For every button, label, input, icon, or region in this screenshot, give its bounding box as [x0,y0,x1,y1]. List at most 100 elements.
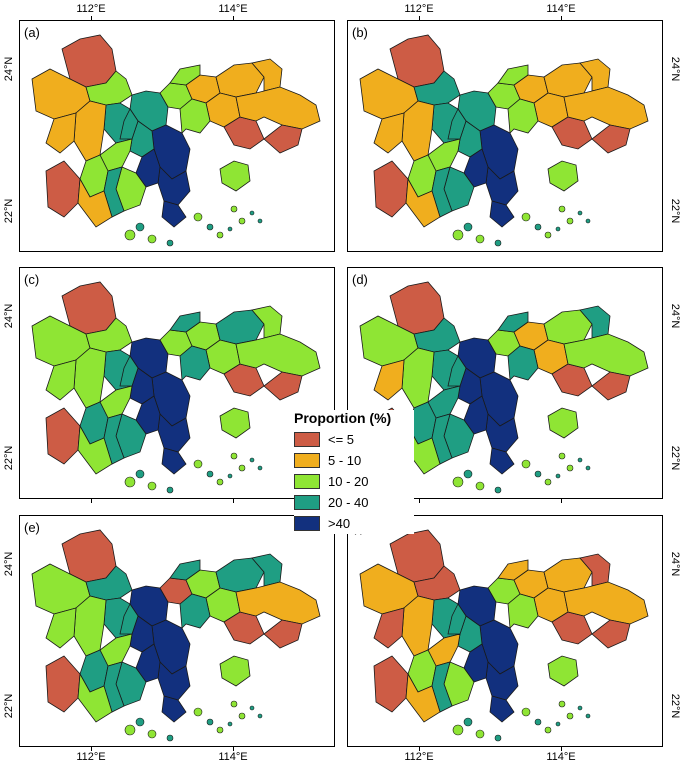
district-region [401,100,435,162]
map-panel: (c) [19,267,335,499]
district-region [179,98,211,134]
legend-swatch [294,453,320,468]
island-shape [206,718,214,726]
district-region [263,371,303,401]
island-shape [227,473,233,479]
island-shape [558,452,566,460]
island-shape [249,210,255,216]
island-shape [566,464,574,472]
island-shape [227,226,233,232]
island-shape [577,705,583,711]
island-shape [555,226,561,232]
legend: Proportion (%) <= 5 5 - 10 10 - 20 20 - … [294,410,414,534]
district-region [547,160,579,192]
island-shape [558,700,566,708]
island-shape [135,717,145,727]
island-shape [521,459,531,469]
island-shape [452,229,464,241]
district-region [179,345,211,381]
district-region [263,619,303,649]
island-shape [475,481,485,491]
legend-item-10-20: 10 - 20 [294,471,414,492]
x-tick-mark [91,499,92,503]
legend-label: >40 [328,516,351,531]
y-tick-label: 22°N [3,693,15,719]
x-tick-mark [419,747,420,751]
island-shape [147,234,157,244]
legend-swatch [294,432,320,447]
island-shape [206,470,214,478]
island-shape [452,724,464,736]
island-shape [230,700,238,708]
district-region [373,160,409,218]
district-region [507,98,539,134]
district-region [119,355,139,387]
x-tick-label: 112°E [76,751,106,763]
district-region [77,672,113,723]
district-region [157,166,191,206]
district-region [405,177,441,228]
district-region [485,166,519,206]
district-region [401,595,435,657]
district-region [77,177,113,228]
island-shape [216,478,224,486]
district-region [591,124,631,154]
island-shape [216,231,224,239]
district-region [373,359,405,401]
island-shape [124,724,136,736]
legend-item-5-10: 5 - 10 [294,450,414,471]
y-tick-label: 24°N [669,303,681,329]
legend-label: 10 - 20 [328,474,369,489]
district-region [161,695,187,723]
island-shape [558,205,566,213]
island-shape [238,712,246,720]
island-shape [494,239,502,247]
island-shape [147,481,157,491]
x-tick-label: 112°E [404,751,434,763]
district-region [169,559,201,581]
district-region [161,200,187,228]
district-region [179,593,211,629]
island-shape [166,734,174,742]
map-svg [31,34,321,247]
district-region [157,661,191,701]
x-tick-mark [561,747,562,751]
x-tick-label: 114°E [218,751,248,763]
district-region [497,311,529,333]
panel-label: (e) [24,520,40,535]
y-tick-label: 22°N [669,445,681,471]
district-region [447,108,467,140]
district-region [169,64,201,86]
district-region [219,407,251,439]
island-shape [534,718,542,726]
island-shape [585,465,591,471]
map-panel: (f) [347,515,663,747]
island-shape [544,478,552,486]
x-tick-mark [561,499,562,503]
island-shape [577,210,583,216]
y-tick-label: 22°N [3,198,15,224]
district-region [77,424,113,475]
map-svg [359,529,649,742]
map-svg [359,34,649,247]
panel-label: (d) [352,272,368,287]
y-tick-label: 24°N [3,56,15,82]
district-region [591,619,631,649]
island-shape [257,218,263,224]
island-shape [249,705,255,711]
island-shape [166,486,174,494]
legend-swatch [294,516,320,531]
island-shape [193,212,203,222]
island-shape [463,222,473,232]
district-region [45,407,81,465]
district-region [447,355,467,387]
district-region [547,655,579,687]
district-region [73,100,107,162]
island-shape [257,713,263,719]
island-shape [494,486,502,494]
x-tick-mark [561,16,562,20]
district-region [119,108,139,140]
x-tick-label: 114°E [546,751,576,763]
island-shape [216,726,224,734]
island-shape [193,707,203,717]
